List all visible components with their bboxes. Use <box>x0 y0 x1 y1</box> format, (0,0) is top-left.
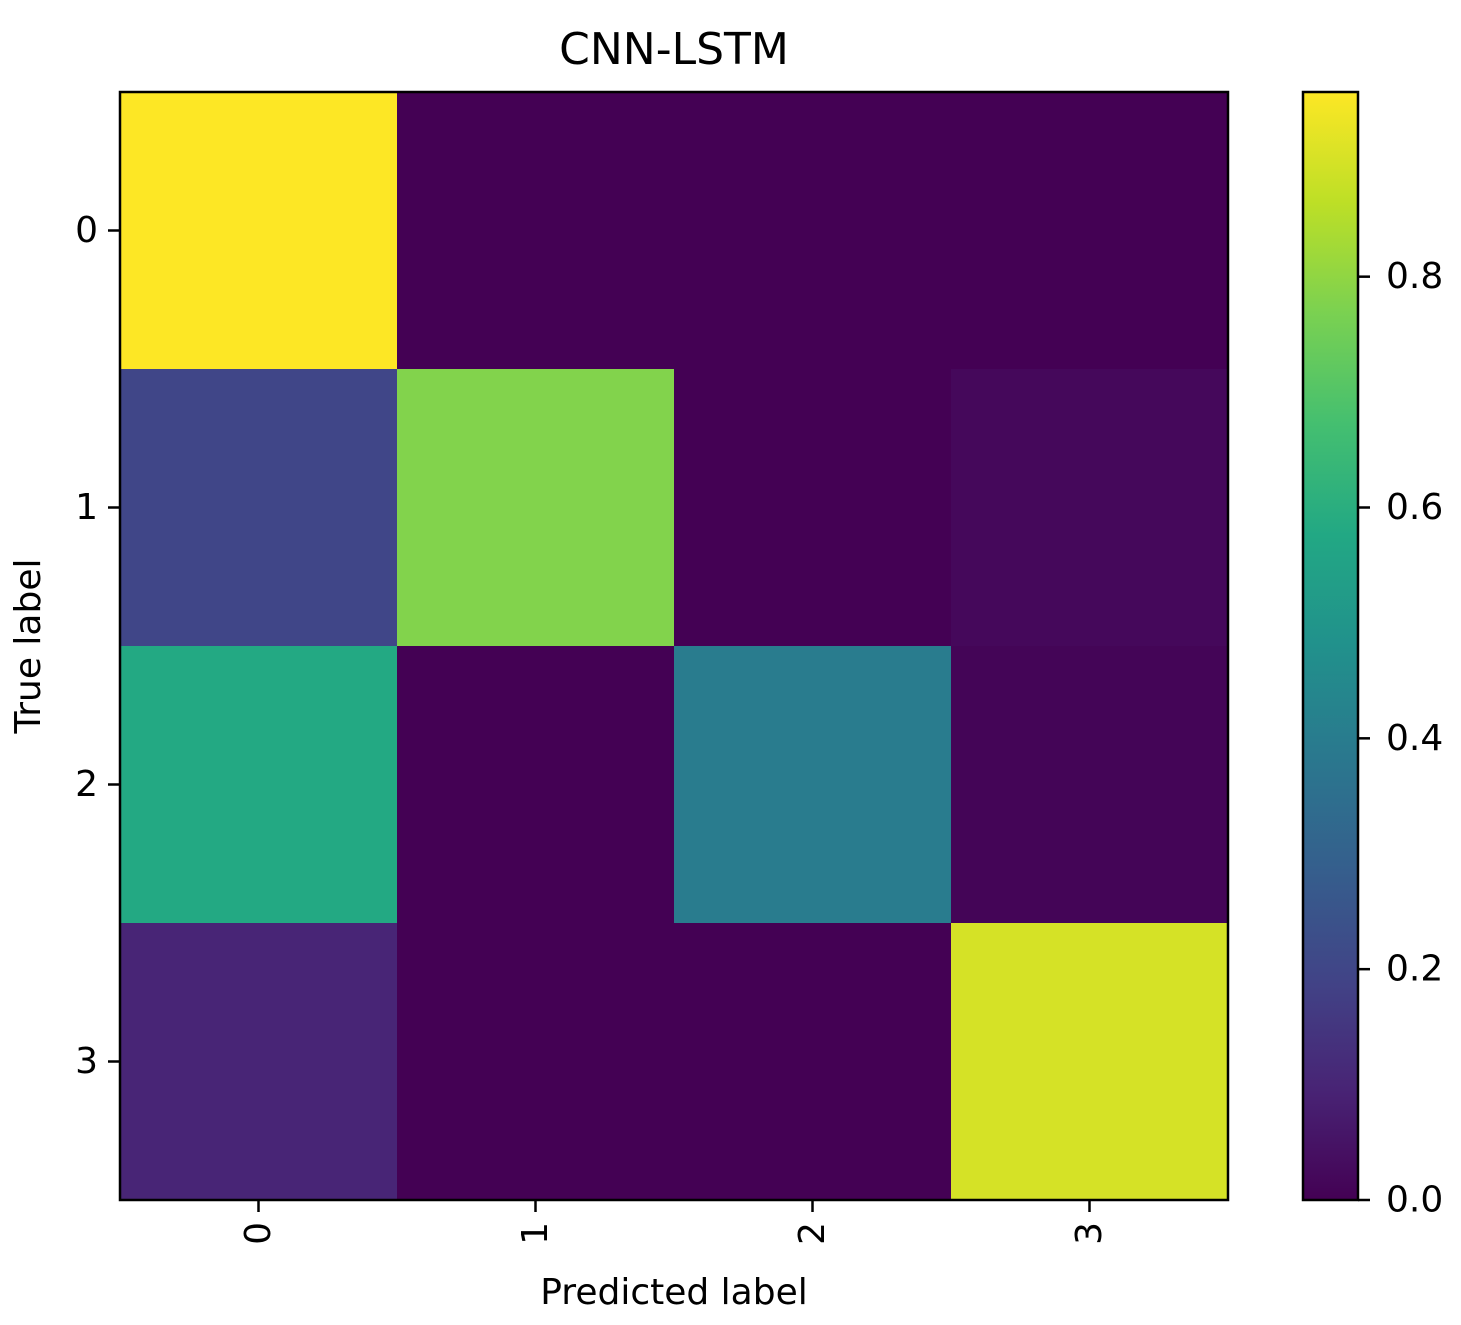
x-axis-label: Predicted label <box>540 1272 808 1313</box>
y-tick-label: 2 <box>75 764 98 805</box>
y-tick-label: 3 <box>75 1041 98 1082</box>
colorbar-tick-label: 0.6 <box>1386 487 1443 528</box>
heatmap-cells <box>120 92 1229 1201</box>
y-axis-label: True label <box>8 559 49 735</box>
heatmap-cell <box>674 369 952 647</box>
x-tick-label: 3 <box>1069 1222 1110 1245</box>
heatmap-cell <box>397 923 675 1201</box>
colorbar-tick-label: 0.4 <box>1386 718 1443 759</box>
heatmap-cell <box>120 923 398 1201</box>
heatmap-cell <box>120 92 398 370</box>
y-tick-label: 0 <box>75 210 98 251</box>
x-axis-ticks: 0 1 2 3 <box>238 1200 1110 1245</box>
colorbar-tick-label: 0.8 <box>1386 256 1443 297</box>
plot-frame <box>118 90 1230 1202</box>
heatmap-cell <box>951 923 1229 1201</box>
heatmap-cell <box>951 369 1229 647</box>
y-axis-ticks: 0 1 2 3 <box>75 210 120 1082</box>
heatmap-cell <box>120 369 398 647</box>
colorbar <box>1303 92 1358 1200</box>
colorbar-tick-label: 0.2 <box>1386 949 1443 990</box>
colorbar-tick-label: 0.0 <box>1386 1180 1443 1221</box>
x-tick-label: 0 <box>238 1222 279 1245</box>
heatmap-cell <box>674 646 952 924</box>
heatmap-cell <box>397 92 675 370</box>
heatmap-cell <box>674 923 952 1201</box>
heatmap-cell <box>951 92 1229 370</box>
y-tick-label: 1 <box>75 487 98 528</box>
colorbar-ticks: 0.0 0.2 0.4 0.6 0.8 <box>1358 256 1443 1221</box>
heatmap-cell <box>397 369 675 647</box>
chart-title: CNN-LSTM <box>559 24 789 75</box>
heatmap-cell <box>674 92 952 370</box>
x-tick-label: 2 <box>792 1222 833 1245</box>
colorbar-frame <box>1301 90 1360 1202</box>
x-tick-label: 1 <box>515 1222 556 1245</box>
heatmap-cell <box>951 646 1229 924</box>
heatmap-cell <box>397 646 675 924</box>
heatmap-cell <box>120 646 398 924</box>
